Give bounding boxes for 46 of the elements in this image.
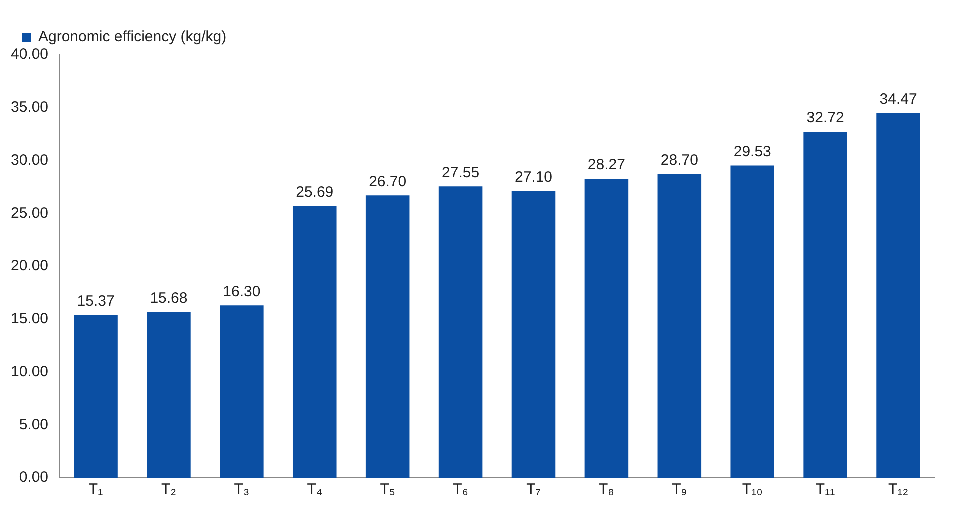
bar	[804, 132, 848, 478]
data-label: 28.70	[660, 152, 698, 170]
bar	[220, 306, 264, 478]
y-tick-label: 30.00	[10, 152, 49, 169]
bar	[512, 191, 556, 478]
bar	[658, 174, 702, 478]
y-tick-label: 25.00	[10, 204, 49, 222]
data-label: 32.72	[806, 110, 844, 127]
bar	[292, 206, 337, 478]
bar	[74, 315, 118, 478]
x-tick-label: T₄	[307, 481, 323, 498]
data-label: 25.69	[296, 184, 334, 201]
data-label: 28.27	[588, 156, 626, 174]
bar	[147, 312, 191, 478]
x-tick-label: T₃	[234, 481, 250, 498]
legend-label: Agronomic efficiency (kg/kg)	[38, 28, 227, 46]
x-tick-label: T₆	[453, 481, 468, 498]
x-tick-label: T₁	[88, 481, 104, 498]
x-tick-label: T₉	[672, 481, 688, 498]
y-tick-label: 35.00	[10, 99, 49, 116]
x-tick-label: T₁₀	[742, 481, 763, 498]
x-tick-label: T₅	[380, 481, 396, 498]
data-label: 34.47	[880, 91, 918, 108]
data-label: 29.53	[734, 143, 772, 160]
y-tick-label: 5.00	[19, 416, 49, 434]
y-tick-label: 0.00	[19, 469, 49, 486]
data-label: 27.10	[514, 169, 553, 186]
data-label: 15.37	[77, 293, 115, 310]
bar	[366, 196, 410, 478]
data-label: 15.68	[150, 290, 188, 307]
y-tick-label: 40.00	[10, 46, 49, 64]
x-tick-label: T₈	[599, 481, 614, 498]
x-tick-label: T₇	[526, 481, 541, 498]
x-tick-label: T₂	[161, 481, 177, 498]
y-tick-label: 20.00	[10, 258, 49, 275]
y-tick-label: 15.00	[10, 310, 49, 328]
data-label: 26.70	[369, 173, 407, 190]
data-label: 16.30	[223, 283, 261, 300]
data-label: 27.55	[442, 164, 480, 182]
y-tick-label: 10.00	[10, 363, 49, 380]
bar	[876, 113, 920, 478]
bar	[730, 166, 774, 478]
bar	[438, 186, 483, 478]
x-tick-label: T₁₂	[888, 481, 909, 498]
bar	[584, 179, 629, 478]
x-tick-label: T₁₁	[816, 481, 836, 498]
